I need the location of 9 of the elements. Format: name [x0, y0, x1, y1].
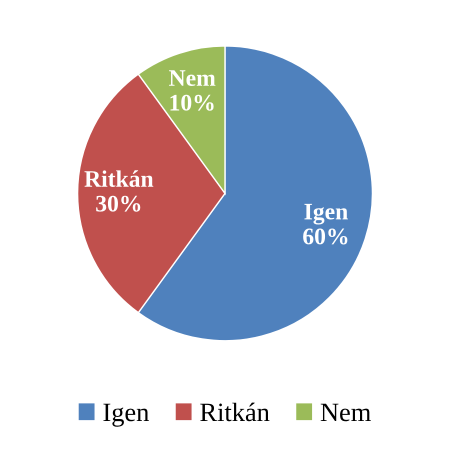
- slice-label: Nem: [169, 70, 216, 86]
- legend-label: Ritkán: [200, 402, 270, 422]
- legend-label: Nem: [320, 404, 371, 422]
- slice-label: Igen: [304, 204, 348, 225]
- data-label: 10%: [170, 94, 214, 111]
- legend-label: Igen: [103, 404, 149, 427]
- data-label: 60%: [303, 228, 348, 245]
- data-label: 30%: [96, 196, 140, 212]
- slice-label: Ritkán: [84, 170, 154, 187]
